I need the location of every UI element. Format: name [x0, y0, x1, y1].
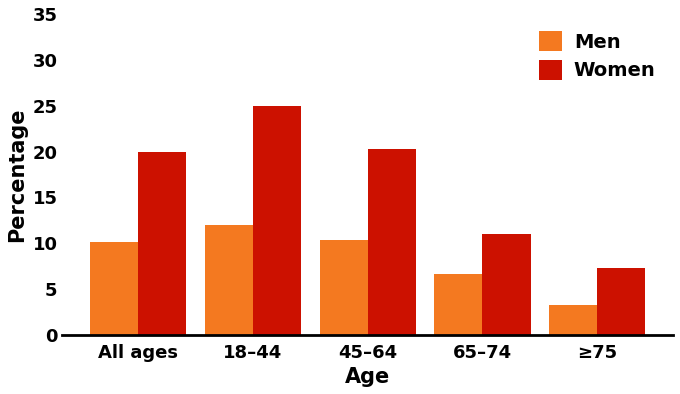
Bar	[597, 268, 645, 335]
Bar	[549, 305, 597, 335]
Bar	[320, 240, 368, 335]
X-axis label: Age: Age	[345, 367, 390, 387]
Bar	[205, 225, 253, 335]
Bar	[435, 274, 482, 335]
Y-axis label: Percentage: Percentage	[7, 107, 27, 242]
Bar	[253, 106, 301, 335]
Legend: Men, Women: Men, Women	[531, 24, 663, 88]
Bar	[482, 234, 530, 335]
Bar	[90, 242, 138, 335]
Bar	[138, 152, 186, 335]
Bar	[368, 149, 416, 335]
